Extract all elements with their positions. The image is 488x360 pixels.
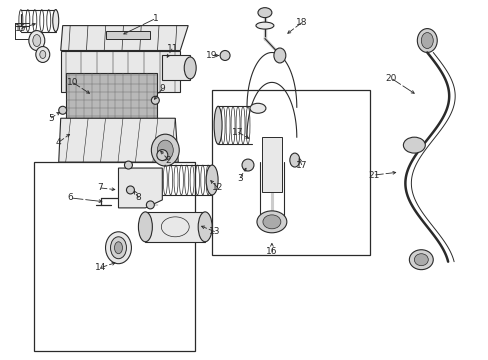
Ellipse shape [110,237,126,259]
Polygon shape [61,50,180,92]
Ellipse shape [36,46,50,62]
Text: 19: 19 [206,51,218,60]
Ellipse shape [408,250,432,270]
Polygon shape [61,26,188,50]
Text: 15: 15 [15,24,26,33]
Ellipse shape [273,48,285,63]
Ellipse shape [258,8,271,18]
Text: 8: 8 [135,193,141,202]
Ellipse shape [256,211,286,233]
Text: 1: 1 [152,14,158,23]
Ellipse shape [214,106,222,144]
Bar [162,55,190,80]
Text: 12: 12 [212,184,224,193]
Ellipse shape [29,31,45,50]
Text: 13: 13 [209,227,221,236]
Text: 17: 17 [232,128,244,137]
Circle shape [59,106,66,114]
Circle shape [157,150,167,161]
Text: 9: 9 [159,84,165,93]
Ellipse shape [157,140,173,160]
Text: 5: 5 [48,114,54,123]
Text: 11: 11 [166,44,178,53]
Text: 14: 14 [95,263,106,272]
Text: 21: 21 [368,171,379,180]
Text: 18: 18 [295,18,307,27]
Ellipse shape [421,32,432,49]
Text: 6: 6 [68,193,73,202]
Ellipse shape [289,153,299,167]
Bar [145,212,205,242]
Circle shape [151,96,159,104]
Circle shape [146,201,154,209]
Ellipse shape [263,215,280,229]
Bar [262,137,281,192]
Ellipse shape [33,35,41,46]
Text: 16: 16 [265,247,277,256]
Ellipse shape [138,212,152,242]
Circle shape [242,159,253,171]
Bar [65,73,157,118]
Text: 10: 10 [67,78,78,87]
Ellipse shape [151,134,179,166]
Ellipse shape [403,137,425,153]
Ellipse shape [416,28,436,53]
Ellipse shape [198,212,212,242]
Ellipse shape [255,22,273,29]
Bar [34,162,195,351]
Text: 20: 20 [385,74,396,83]
Polygon shape [118,168,162,208]
Ellipse shape [184,57,196,79]
Bar [105,31,150,39]
Text: 3: 3 [237,174,243,183]
Ellipse shape [40,50,46,58]
Polygon shape [59,118,178,162]
Ellipse shape [413,254,427,266]
Text: 7: 7 [98,184,103,193]
Ellipse shape [53,10,59,32]
Ellipse shape [105,232,131,264]
Circle shape [126,186,134,194]
Bar [212,90,369,255]
Text: 17: 17 [295,161,307,170]
Ellipse shape [249,103,265,113]
Text: 2: 2 [165,156,171,165]
Ellipse shape [206,165,218,195]
Circle shape [124,161,132,169]
Text: 4: 4 [56,138,61,147]
Circle shape [220,50,229,60]
Ellipse shape [114,242,122,254]
